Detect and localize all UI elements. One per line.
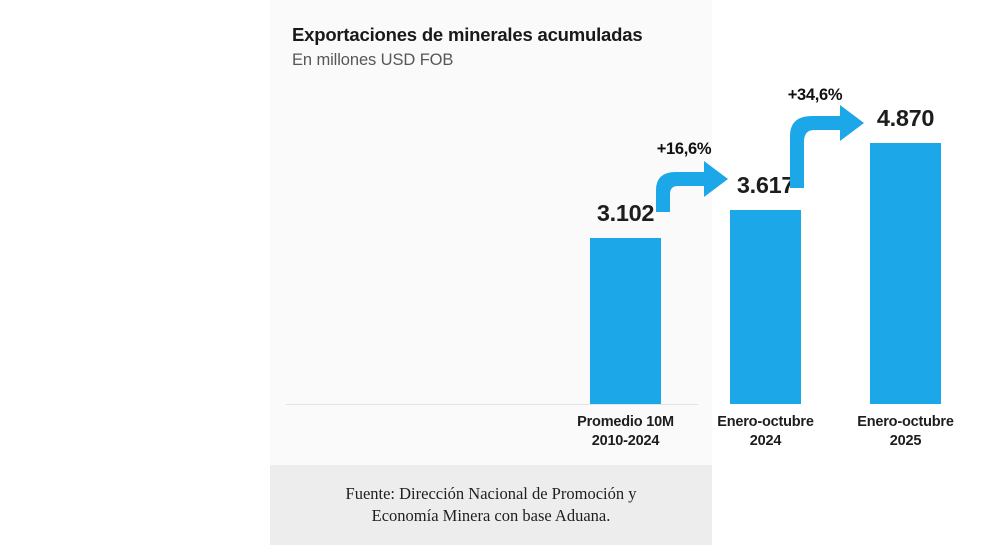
chart-header: Exportaciones de minerales acumuladas En…	[292, 24, 702, 70]
chart-card: Exportaciones de minerales acumuladas En…	[270, 0, 954, 545]
category-label-1: Enero-octubre 2024	[696, 413, 835, 450]
growth-label-1: +34,6%	[787, 86, 843, 104]
bar-promedio-10m[interactable]	[590, 238, 661, 404]
category-label-2: Enero-octubre 2025	[836, 413, 975, 450]
growth-arrow-icon-0	[656, 161, 728, 212]
bar-enero-octubre-2024[interactable]	[730, 210, 801, 404]
growth-arrow-icon-1	[790, 105, 864, 188]
category-label-0: Promedio 10M 2010-2024	[556, 413, 695, 450]
source-note: Fuente: Dirección Nacional de Promoción …	[318, 483, 665, 528]
category-label-line1: Enero-octubre	[717, 414, 814, 430]
category-label-line1: Promedio 10M	[577, 414, 674, 430]
bar-enero-octubre-2025[interactable]	[870, 143, 941, 404]
source-note-line2: Economía Minera con base Aduana.	[371, 506, 611, 525]
bar-value-label: 4.870	[876, 105, 935, 131]
category-label-line2: 2024	[749, 432, 782, 449]
category-label-line2: 2025	[889, 432, 922, 449]
category-label-line2: 2010-2024	[591, 432, 660, 449]
bar-chart-plot: 3.102 Promedio 10M 2010-2024 3.617 Enero…	[270, 0, 954, 465]
bar-value-label: 3.102	[596, 200, 655, 226]
x-axis-line	[286, 404, 698, 405]
category-label-line1: Enero-octubre	[857, 414, 954, 430]
chart-footer: Fuente: Dirección Nacional de Promoción …	[270, 465, 712, 545]
chart-subtitle: En millones USD FOB	[292, 51, 454, 70]
page-title: Exportaciones de minerales acumuladas	[292, 24, 643, 45]
bar-value-label: 3.617	[736, 172, 795, 198]
growth-label-0: +16,6%	[656, 140, 712, 158]
source-note-line1: Fuente: Dirección Nacional de Promoción …	[345, 483, 637, 503]
